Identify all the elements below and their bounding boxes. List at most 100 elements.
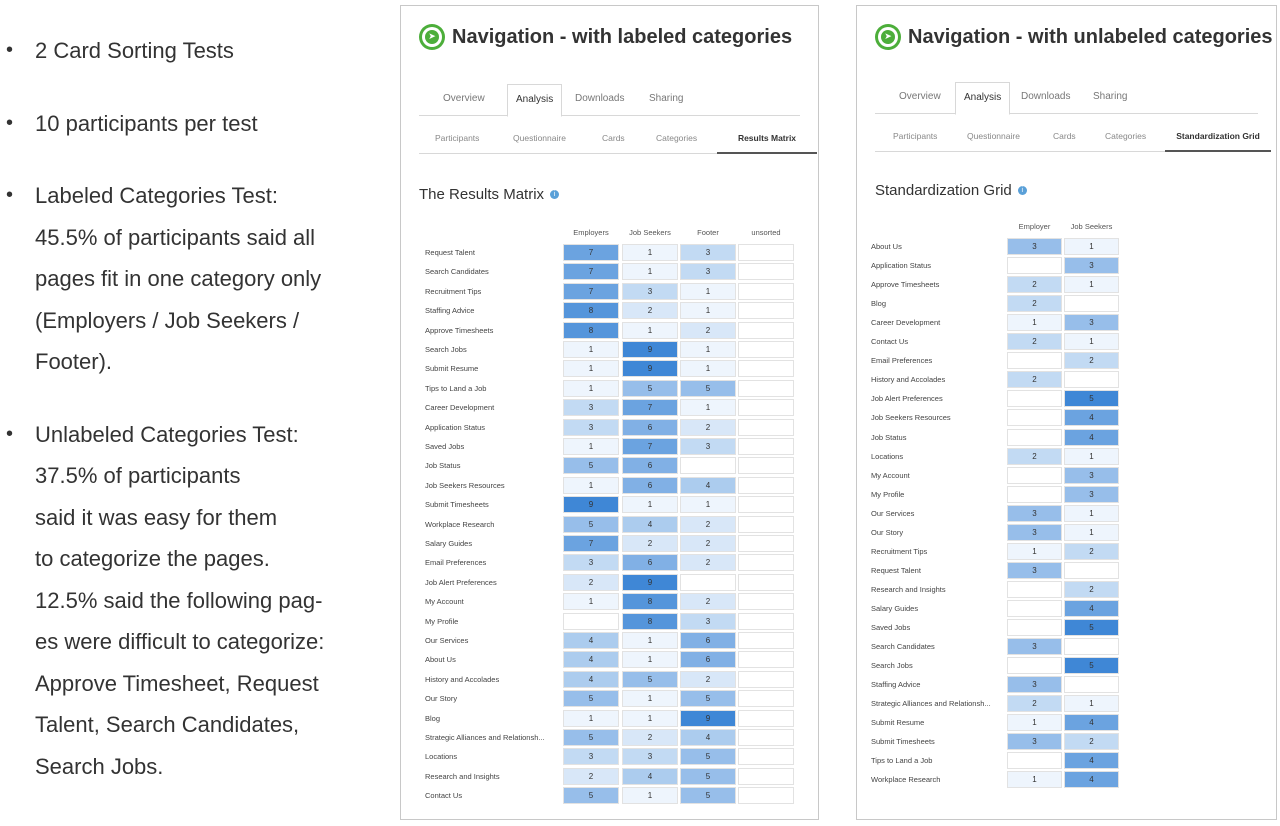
panel-header: ➤ Navigation - with labeled categories (419, 22, 792, 52)
tab-overview[interactable]: Overview (443, 93, 485, 104)
matrix-cell: 1 (1007, 714, 1062, 732)
optimal-workshop-logo-icon: ➤ (875, 24, 901, 50)
matrix-cell: 4 (1064, 409, 1119, 427)
row-label: Search Candidates (425, 267, 489, 277)
subtab-cards[interactable]: Cards (1053, 131, 1076, 141)
summary-bullet-list: • 2 Card Sorting Tests • 10 participants pe… (0, 30, 380, 818)
matrix-cell: 2 (680, 418, 736, 436)
tab-analysis[interactable]: Analysis (507, 84, 563, 117)
matrix-cell: 3 (1007, 676, 1062, 694)
bullet-item: • Unlabeled Categories Test: 37.5% of part… (0, 414, 380, 788)
matrix-cell: 1 (563, 593, 619, 611)
matrix-cell: 1 (622, 787, 678, 805)
tab-sharing[interactable]: Sharing (1093, 91, 1128, 102)
panel-header: ➤ Navigation - with unlabeled categories (875, 22, 1273, 52)
subtab-standardization-grid[interactable]: Standardization Grid (1165, 120, 1271, 152)
matrix-cell (738, 399, 794, 417)
bullet-text: Labeled Categories Test: (35, 183, 278, 208)
info-icon[interactable]: i (1017, 186, 1027, 195)
tab-downloads[interactable]: Downloads (1021, 91, 1071, 102)
subtab-participants[interactable]: Participants (435, 133, 480, 143)
matrix-cell (1007, 257, 1062, 275)
matrix-cell (1007, 752, 1062, 770)
matrix-cell: 1 (563, 360, 619, 378)
matrix-cell (738, 787, 794, 805)
row-label: Staffing Advice (871, 680, 921, 690)
matrix-cell: 1 (1064, 695, 1119, 713)
row-label: Tips to Land a Job (871, 756, 933, 766)
matrix-cell: 3 (680, 244, 736, 261)
row-label: Job Status (871, 432, 907, 442)
row-label: Application Status (871, 261, 932, 271)
matrix-cell: 2 (563, 767, 619, 785)
row-label: Research and Insights (871, 584, 946, 594)
matrix-cell (738, 767, 794, 785)
matrix-cell: 1 (1007, 314, 1062, 332)
tab-analysis[interactable]: Analysis (955, 82, 1011, 115)
matrix-cell: 2 (1007, 276, 1062, 294)
row-label: Request Talent (425, 248, 475, 257)
matrix-cell: 3 (680, 263, 736, 281)
column-header: Job Seekers (1070, 222, 1113, 231)
bullet-item: • 2 Card Sorting Tests (0, 30, 380, 72)
matrix-cell: 3 (1007, 733, 1062, 751)
row-label: Contact Us (871, 337, 909, 347)
row-label: My Account (871, 470, 910, 480)
tab-sharing[interactable]: Sharing (649, 93, 684, 104)
matrix-cell: 6 (680, 632, 736, 649)
matrix-cell: 4 (563, 632, 619, 649)
matrix-cell: 2 (680, 515, 736, 533)
subtab-categories[interactable]: Categories (1105, 131, 1147, 141)
matrix-cell (738, 612, 794, 630)
matrix-cell (1064, 676, 1119, 694)
row-label: My Profile (425, 616, 459, 626)
subtab-results-matrix[interactable]: Results Matrix (717, 122, 817, 154)
study-title: Navigation - with labeled categories (452, 25, 793, 48)
row-label: History and Accolades (425, 674, 500, 684)
matrix-cell (738, 282, 794, 300)
study-title: Navigation - with unlabeled categories (908, 25, 1273, 48)
bullet-item: • Labeled Categories Test: 45.5% of partic… (0, 175, 380, 383)
row-label: Search Jobs (871, 661, 913, 671)
subtab-categories[interactable]: Categories (656, 133, 698, 143)
matrix-cell: 4 (1064, 714, 1119, 732)
matrix-cell: 3 (622, 748, 678, 766)
row-label: Blog (871, 299, 887, 309)
bullet-text: 10 participants per test (35, 110, 258, 136)
matrix-cell: 2 (1007, 333, 1062, 351)
row-label: Research and Insights (425, 771, 500, 781)
tab-overview[interactable]: Overview (899, 91, 941, 102)
row-label: My Profile (871, 489, 905, 499)
row-label: Job Seekers Resources (871, 413, 951, 423)
info-icon[interactable]: i (550, 190, 560, 199)
matrix-cell: 1 (680, 360, 736, 378)
subtab-questionnaire[interactable]: Questionnaire (513, 133, 566, 143)
matrix-cell: 3 (1064, 257, 1119, 275)
matrix-cell: 2 (622, 302, 678, 320)
matrix-cell: 1 (622, 263, 678, 281)
matrix-cell: 1 (563, 379, 619, 397)
matrix-cell: 2 (1007, 295, 1062, 313)
matrix-cell: 5 (563, 457, 619, 475)
row-label: Tips to Land a Job (425, 383, 487, 393)
matrix-cell (738, 670, 794, 688)
tab-downloads[interactable]: Downloads (575, 93, 625, 104)
matrix-cell: 2 (1064, 352, 1119, 370)
matrix-cell (738, 535, 794, 552)
matrix-cell (738, 302, 794, 320)
matrix-cell: 1 (680, 496, 736, 514)
matrix-cell: 5 (563, 729, 619, 746)
matrix-cell (738, 632, 794, 649)
matrix-cell: 8 (563, 321, 619, 339)
column-header: Job Seekers (629, 228, 671, 237)
matrix-cell: 3 (563, 554, 619, 572)
matrix-cell: 5 (680, 379, 736, 397)
subtab-participants[interactable]: Participants (893, 131, 938, 141)
matrix-cell: 1 (1064, 523, 1119, 541)
matrix-cell: 1 (680, 399, 736, 417)
row-label: Contact Us (425, 791, 463, 801)
subtab-cards[interactable]: Cards (602, 133, 625, 143)
matrix-cell (563, 612, 619, 630)
subtab-questionnaire[interactable]: Questionnaire (967, 131, 1020, 141)
matrix-cell (1064, 295, 1119, 313)
